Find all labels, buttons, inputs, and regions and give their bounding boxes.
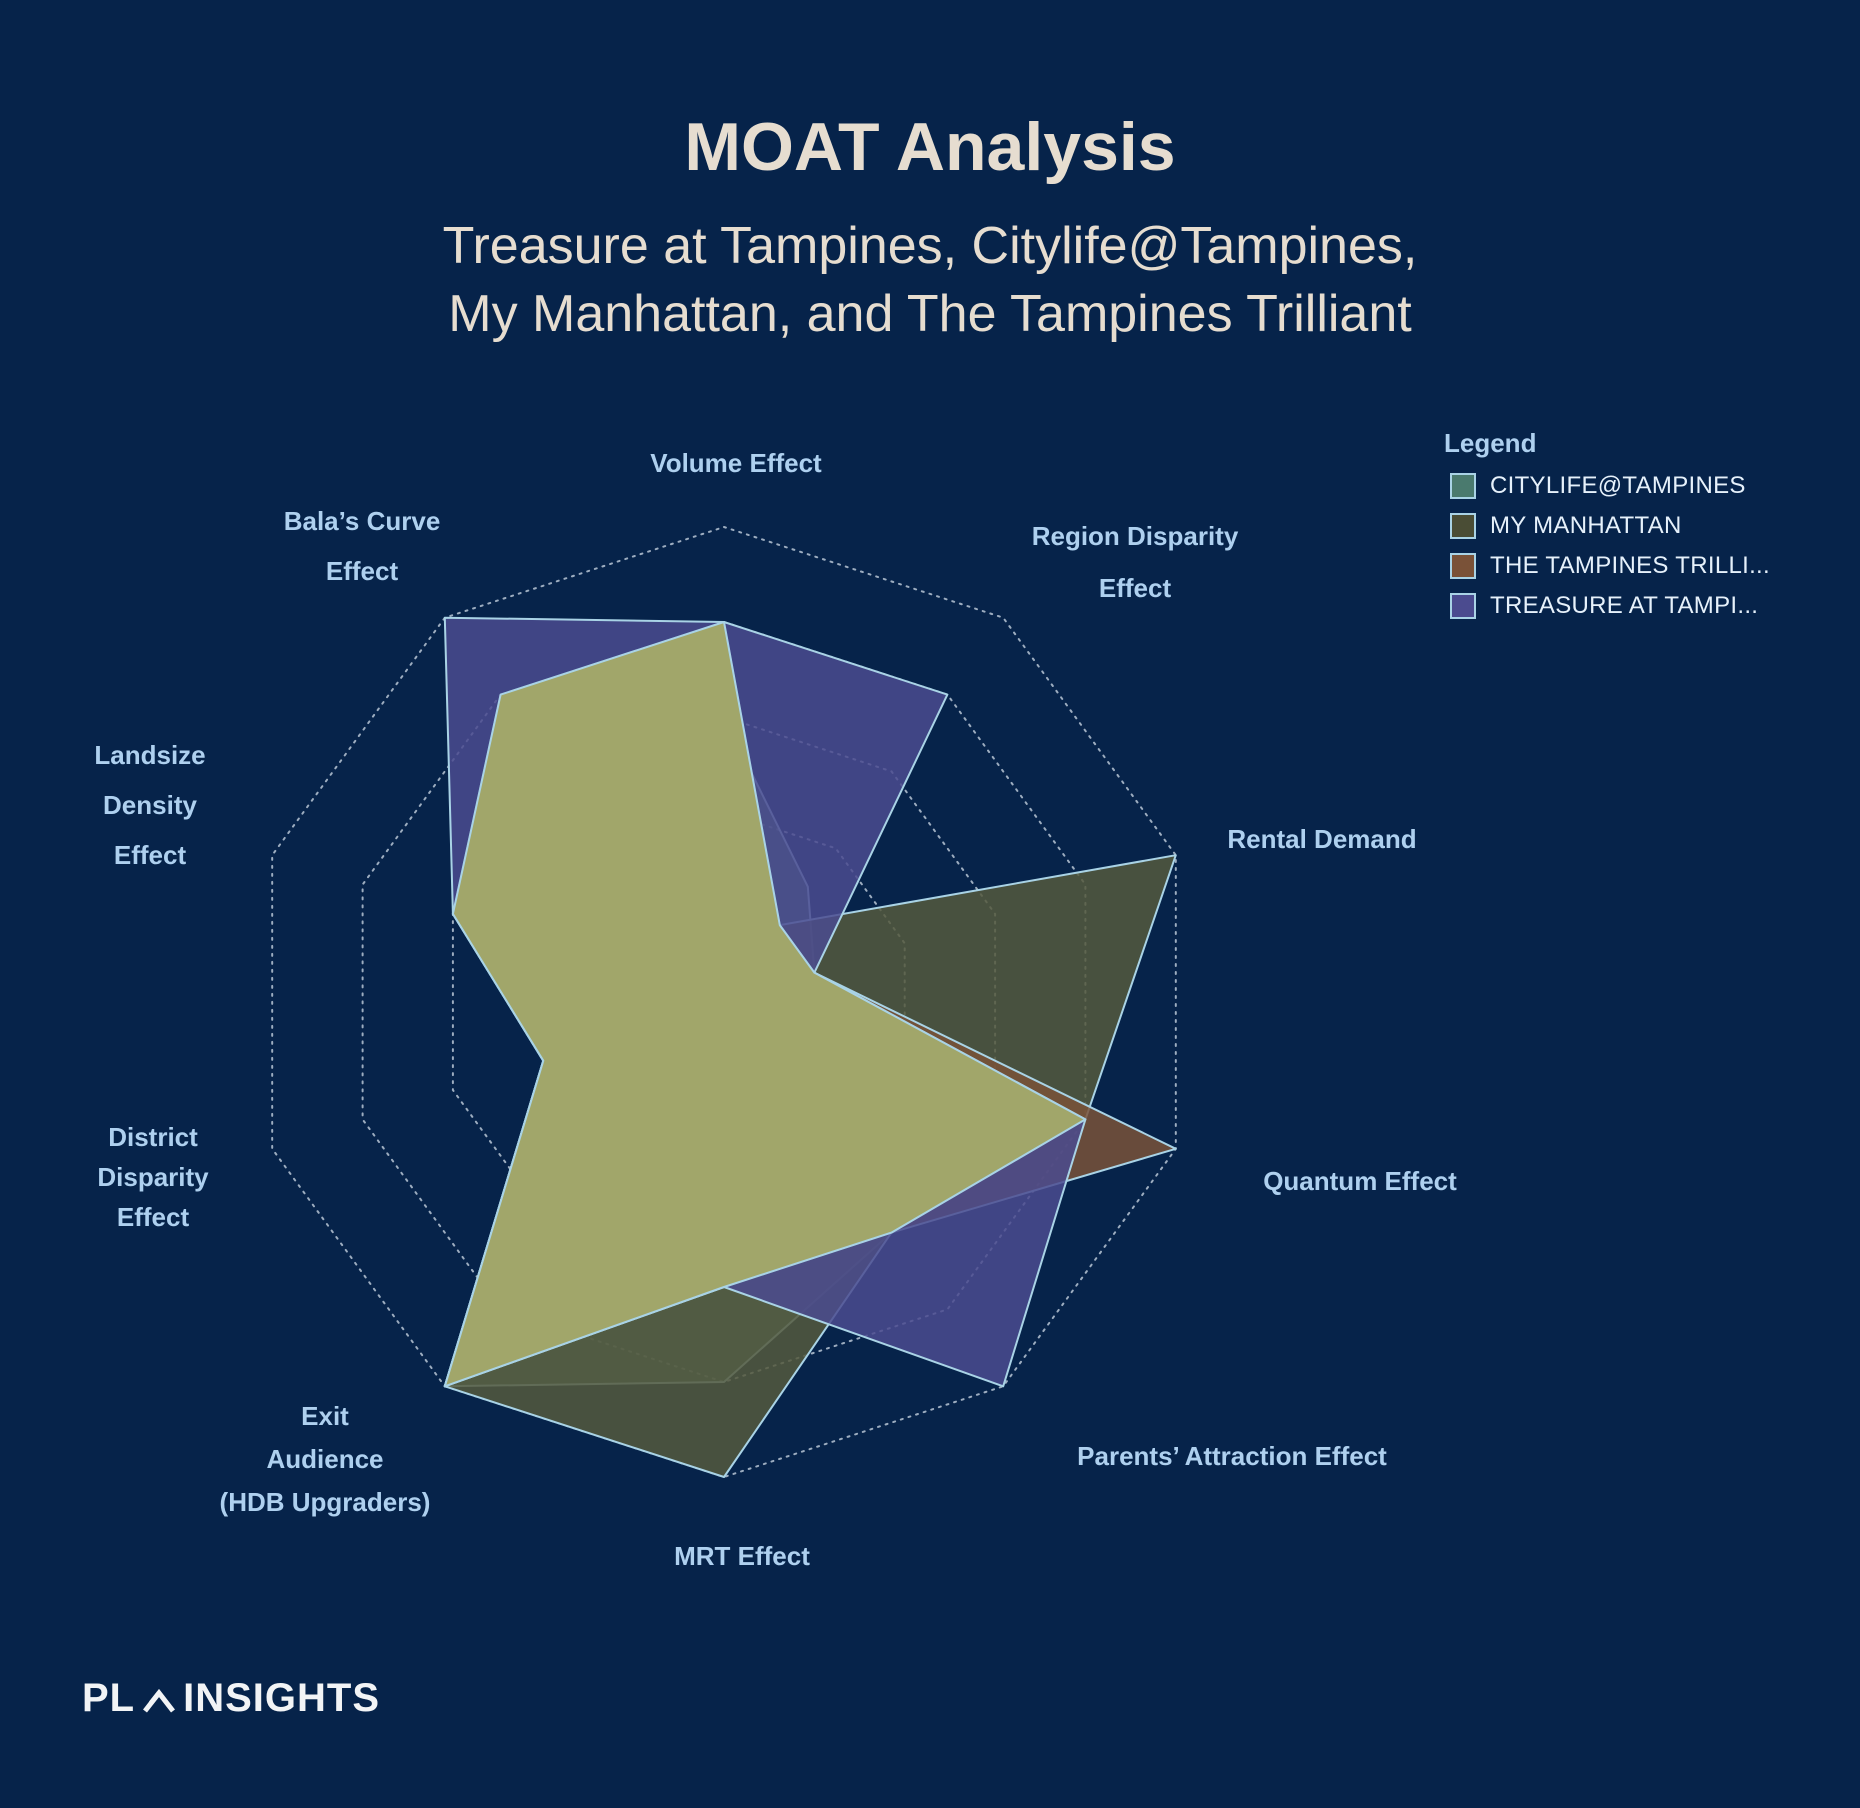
axis-label: MRT Effect bbox=[674, 1541, 810, 1571]
legend-swatch bbox=[1450, 513, 1476, 539]
brand-logo: PL INSIGHTS bbox=[82, 1676, 380, 1721]
axis-label: Bala’s Curve Effect bbox=[284, 506, 441, 586]
axis-label: Exit Audience (HDB Upgraders) bbox=[220, 1401, 431, 1517]
legend-item-tampines-trilliant[interactable]: THE TAMPINES TRILLI... bbox=[1450, 550, 1770, 582]
axis-label: Rental Demand bbox=[1227, 824, 1416, 854]
legend-item-treasure-at-tampines[interactable]: TREASURE AT TAMPI... bbox=[1450, 590, 1758, 622]
series-overlap-layer bbox=[443, 621, 1087, 1388]
legend-item-my-manhattan[interactable]: MY MANHATTAN bbox=[1450, 510, 1682, 542]
brand-text-right: INSIGHTS bbox=[183, 1676, 381, 1720]
chart-title: MOAT Analysis bbox=[684, 109, 1176, 185]
chevron-up-icon bbox=[143, 1688, 176, 1713]
legend-title: Legend bbox=[1444, 428, 1537, 458]
axis-label: Quantum Effect bbox=[1263, 1166, 1457, 1196]
radar-series bbox=[443, 616, 1177, 1478]
legend-label: MY MANHATTAN bbox=[1490, 512, 1682, 539]
grid-ring bbox=[361, 620, 1087, 1384]
brand-text-left: PL bbox=[82, 1676, 136, 1720]
legend-item-citylife[interactable]: CITYLIFE@TAMPINES bbox=[1450, 470, 1746, 502]
radar-axis-labels: Volume Effect Region Disparity Effect Renta… bbox=[94, 448, 1457, 1571]
axis-label: Parents’ Attraction Effect bbox=[1077, 1441, 1387, 1471]
legend-label: CITYLIFE@TAMPINES bbox=[1490, 472, 1746, 499]
legend-label: TREASURE AT TAMPI... bbox=[1490, 592, 1759, 619]
legend-swatch bbox=[1450, 473, 1476, 499]
axis-label: Landsize Density Effect bbox=[94, 740, 205, 870]
legend-label: THE TAMPINES TRILLI... bbox=[1490, 552, 1770, 579]
chart-subtitle-line-2: My Manhattan, and The Tampines Trilliant bbox=[448, 285, 1412, 343]
legend-swatch bbox=[1450, 553, 1476, 579]
axis-label: District Disparity Effect bbox=[97, 1122, 209, 1232]
chart-subtitle-line-1: Treasure at Tampines, Citylife@Tampines, bbox=[442, 217, 1418, 275]
axis-label: Volume Effect bbox=[650, 448, 822, 478]
axis-label: Region Disparity Effect bbox=[1032, 521, 1239, 603]
legend-swatch bbox=[1450, 593, 1476, 619]
grid-ring bbox=[271, 525, 1177, 1479]
